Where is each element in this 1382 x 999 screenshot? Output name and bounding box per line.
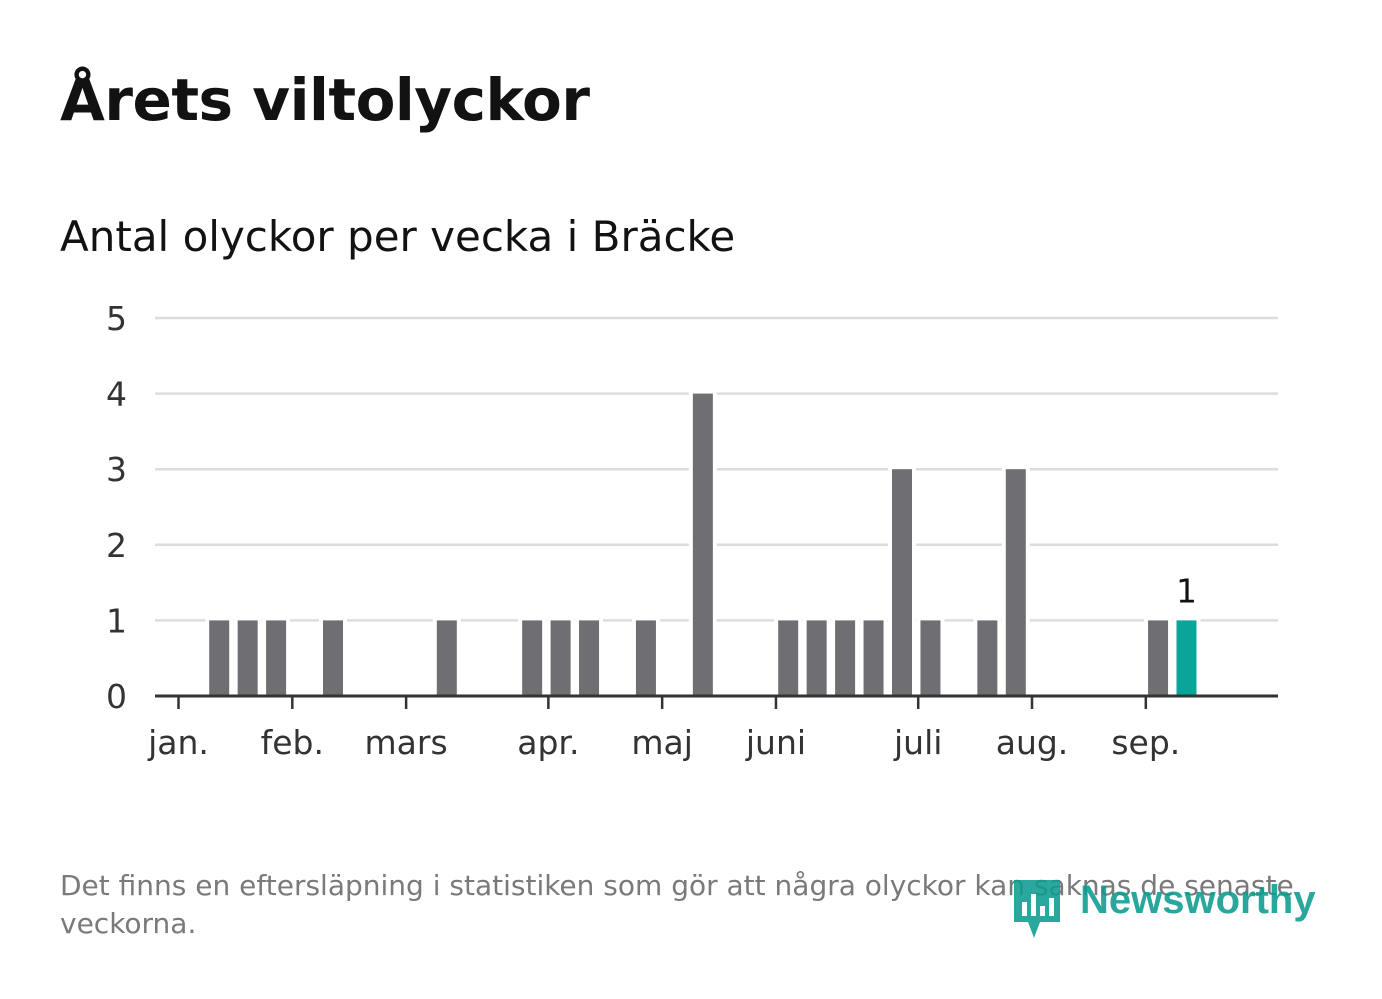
y-tick-label: 5 [106,299,127,338]
footnote: Det finns en eftersläpning i statistiken… [60,869,1294,940]
y-tick-label: 1 [106,601,127,640]
bar [1005,469,1026,696]
x-tick-label: sep. [1111,723,1180,762]
bar-highlight [1176,620,1197,696]
bar-chart: 0 1 2 3 4 5 1 jan. feb. mars apr. maj juni juli aug. se… [106,299,1278,762]
bar [692,393,713,696]
x-tick-label: jan. [147,723,209,762]
y-tick-label: 2 [106,526,127,565]
bar [323,620,343,696]
bar [920,620,941,696]
bar [237,620,258,696]
x-tick-label: aug. [996,723,1069,762]
bar [266,620,287,696]
bar [436,620,457,696]
bar [977,620,998,696]
bar [1148,620,1169,696]
y-tick-label: 4 [106,375,127,414]
bar [778,620,799,696]
bar-data-label: 1 [1176,571,1197,610]
bar [209,620,230,696]
bar [863,620,884,696]
bar [635,620,656,696]
chart-subtitle: Antal olyckor per vecka i Bräcke [60,212,736,261]
bar [550,620,571,696]
x-tick-label: apr. [517,723,579,762]
x-tick-label: maj [631,723,693,762]
x-tick-label: feb. [261,723,324,762]
x-tick-label: juni [745,723,806,762]
bar [806,620,827,696]
bar [579,620,600,696]
brand-name: Newsworthy [1080,878,1316,922]
newsworthy-logo-icon [1014,880,1060,938]
y-tick-label: 0 [106,677,127,716]
chart-title: Årets viltolyckor [60,66,590,134]
x-tick-label: mars [365,723,448,762]
brand-logo: Newsworthy [1010,876,1330,946]
bar [835,620,856,696]
bar [892,469,912,696]
y-tick-label: 3 [106,450,127,489]
bar [522,620,543,696]
x-tick-label: juli [893,723,942,762]
